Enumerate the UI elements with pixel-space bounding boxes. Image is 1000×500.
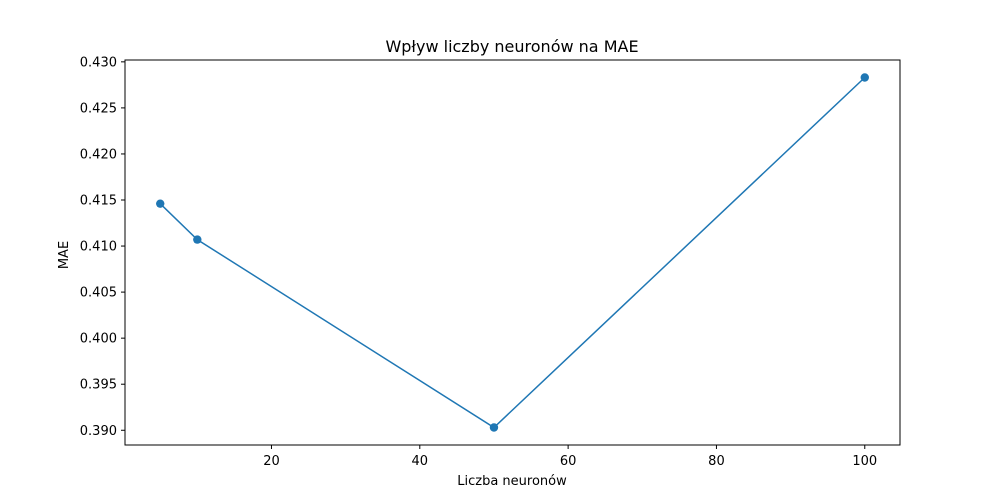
y-tick-label: 0.405 bbox=[80, 286, 117, 301]
data-point bbox=[860, 73, 869, 82]
plot-area: 20 40 60 80 100 0.390 0.395 0.400 0.405 0.410 0.41… bbox=[80, 55, 901, 469]
data-point bbox=[489, 423, 499, 432]
x-tick-label: 60 bbox=[560, 454, 577, 469]
y-tick-label: 0.400 bbox=[80, 332, 117, 347]
x-tick-label: 40 bbox=[412, 454, 429, 469]
y-tick-label: 0.415 bbox=[80, 194, 117, 209]
plot-frame bbox=[124, 59, 901, 446]
chart-title: Wpływ liczby neuronów na MAE bbox=[385, 37, 638, 56]
y-axis-label: MAE bbox=[57, 241, 72, 269]
series-line bbox=[159, 76, 866, 429]
data-point bbox=[156, 199, 165, 208]
y-tick-label: 0.395 bbox=[80, 378, 117, 393]
data-point bbox=[193, 235, 202, 244]
y-tick-label: 0.430 bbox=[80, 55, 117, 70]
y-tick-label: 0.425 bbox=[80, 101, 117, 116]
y-tick-label: 0.420 bbox=[80, 147, 117, 162]
y-tick-label: 0.410 bbox=[80, 240, 117, 255]
x-axis-label: Liczba neuronów bbox=[457, 474, 567, 489]
y-tick-label: 0.390 bbox=[80, 424, 117, 439]
x-tick-label: 80 bbox=[708, 454, 725, 469]
x-tick-label: 20 bbox=[263, 454, 280, 469]
x-tick-label: 100 bbox=[852, 454, 877, 469]
